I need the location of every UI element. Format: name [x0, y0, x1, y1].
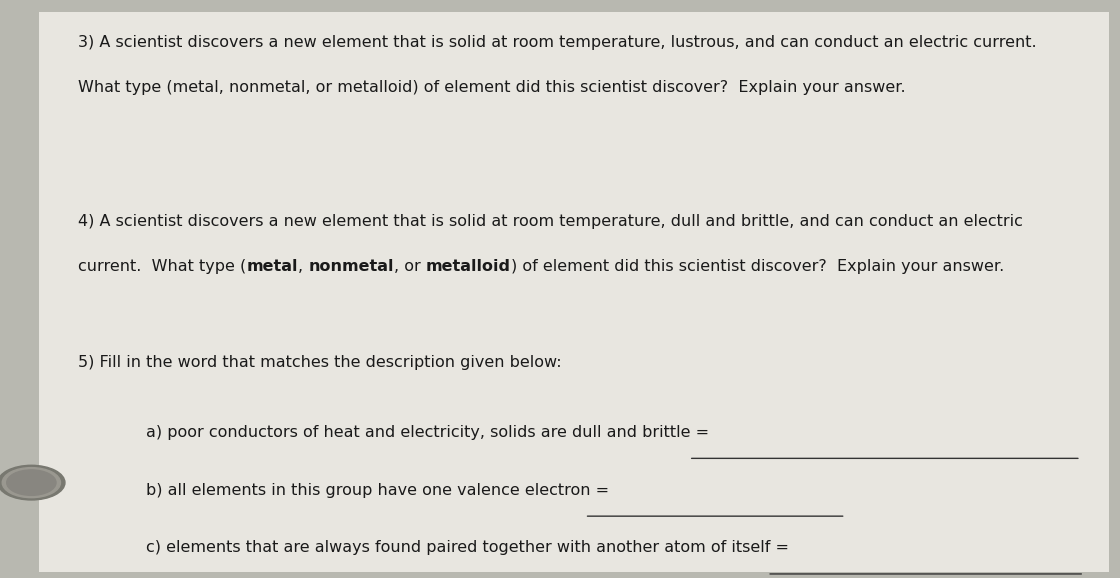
Text: ,: , — [298, 259, 308, 274]
Text: b) all elements in this group have one valence electron =: b) all elements in this group have one v… — [146, 483, 609, 498]
Text: 5) Fill in the word that matches the description given below:: 5) Fill in the word that matches the des… — [78, 355, 562, 370]
Text: c) elements that are always found paired together with another atom of itself =: c) elements that are always found paired… — [146, 540, 788, 555]
Text: , or: , or — [394, 259, 426, 274]
Text: 3) A scientist discovers a new element that is solid at room temperature, lustro: 3) A scientist discovers a new element t… — [78, 35, 1037, 50]
Circle shape — [2, 468, 60, 498]
Text: a) poor conductors of heat and electricity, solids are dull and brittle =: a) poor conductors of heat and electrici… — [146, 425, 709, 440]
Text: metalloid: metalloid — [426, 259, 511, 274]
Text: 4) A scientist discovers a new element that is solid at room temperature, dull a: 4) A scientist discovers a new element t… — [78, 214, 1024, 229]
Text: ) of element did this scientist discover?  Explain your answer.: ) of element did this scientist discover… — [511, 259, 1004, 274]
Circle shape — [0, 465, 65, 500]
Text: current.  What type (: current. What type ( — [78, 259, 246, 274]
Text: metal: metal — [246, 259, 298, 274]
Text: nonmetal: nonmetal — [308, 259, 394, 274]
FancyBboxPatch shape — [39, 12, 1109, 572]
Circle shape — [7, 470, 56, 495]
Text: What type (metal, nonmetal, or metalloid) of element did this scientist discover: What type (metal, nonmetal, or metalloid… — [78, 80, 906, 95]
